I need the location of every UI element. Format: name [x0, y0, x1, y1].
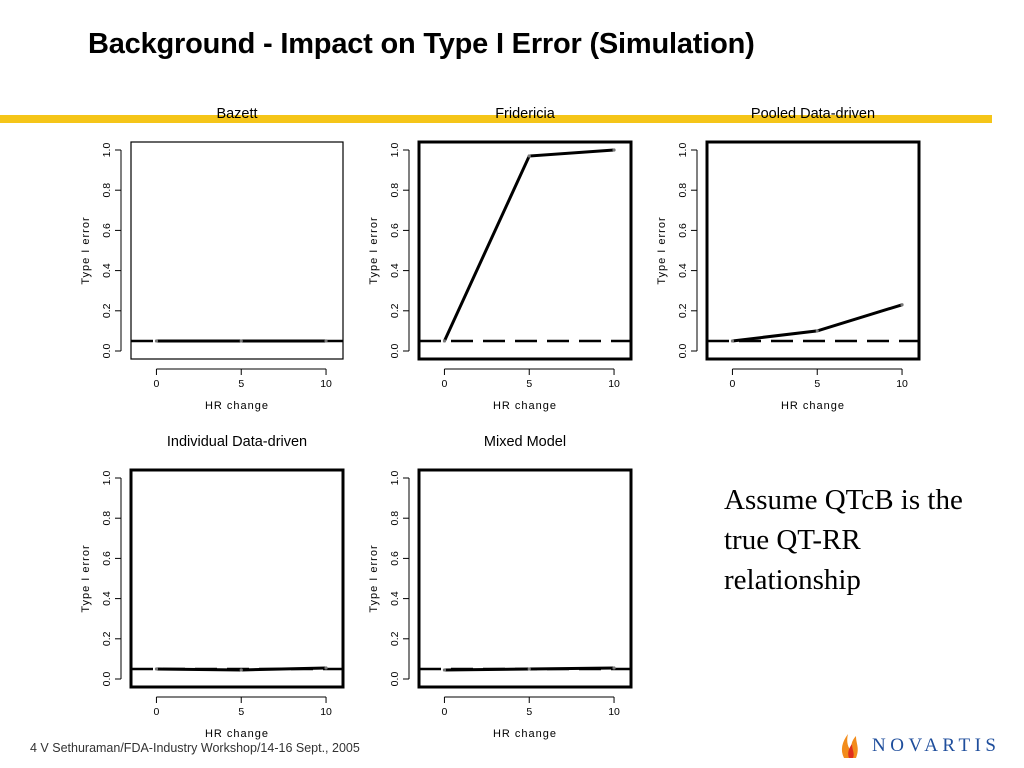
chart-title: Individual Data-driven [167, 434, 307, 450]
y-axis-label: Type I error [368, 544, 380, 612]
y-tick-label: 0.0 [389, 672, 401, 687]
logo-wordmark: NOVARTIS [872, 735, 1001, 756]
x-tick-label: 10 [608, 378, 620, 390]
chart-title: Bazett [216, 106, 257, 122]
y-tick-label: 0.4 [677, 263, 689, 278]
chart-title: Fridericia [495, 106, 556, 122]
x-tick-label: 5 [526, 378, 532, 390]
x-tick-label: 0 [442, 706, 448, 718]
x-axis-label: HR change [205, 728, 269, 740]
y-tick-label: 0.0 [677, 344, 689, 359]
x-tick-label: 0 [442, 378, 448, 390]
y-tick-label: 0.2 [101, 303, 113, 318]
y-tick-label: 0.6 [101, 551, 113, 566]
series-line [443, 148, 615, 342]
data-point [239, 339, 243, 343]
plot-frame [130, 141, 344, 360]
data-point [154, 667, 159, 671]
y-axis-label: Type I error [368, 216, 380, 284]
y-tick-label: 0.4 [101, 263, 113, 278]
y-tick-label: 1.0 [101, 471, 113, 486]
y-tick-label: 0.2 [677, 303, 689, 318]
plot-frame [417, 140, 633, 361]
x-tick-label: 0 [154, 378, 160, 390]
x-axis-label: HR change [493, 728, 557, 740]
y-tick-label: 0.4 [389, 263, 401, 278]
data-point [612, 148, 616, 152]
series-line [732, 303, 903, 343]
y-tick-label: 1.0 [389, 471, 401, 486]
y-tick-label: 0.6 [101, 223, 113, 238]
data-point [527, 667, 531, 671]
plot-frame [129, 468, 345, 689]
y-tick-label: 0.8 [677, 183, 689, 198]
data-point [442, 668, 447, 672]
y-tick-label: 0.6 [389, 223, 401, 238]
chart-panel: Mixed Model 0.0 0.2 0.4 0.6 0.8 1.0 Type I erro… [368, 434, 633, 740]
y-tick-label: 0.4 [389, 591, 401, 606]
data-point [730, 339, 735, 343]
y-tick-label: 0.6 [389, 551, 401, 566]
x-tick-label: 10 [896, 378, 908, 390]
y-tick-label: 1.0 [101, 143, 113, 158]
y-tick-label: 0.4 [101, 591, 113, 606]
chart-panel: Pooled Data-driven 0.0 0.2 0.4 0.6 0.8 1.0 Type… [656, 106, 921, 412]
data-point [527, 154, 531, 158]
data-point [900, 303, 904, 307]
y-tick-label: 0.2 [389, 303, 401, 318]
y-tick-label: 0.0 [101, 672, 113, 687]
data-point [239, 668, 243, 672]
x-axis-label: HR change [205, 400, 269, 412]
plot-frame [417, 468, 633, 689]
plot-frame [705, 140, 921, 361]
y-tick-label: 0.8 [101, 183, 113, 198]
y-tick-label: 0.8 [389, 183, 401, 198]
y-tick-label: 0.2 [389, 631, 401, 646]
footer-text: 4 V Sethuraman/FDA-Industry Workshop/14-… [30, 741, 360, 755]
chart-panel: Bazett 0.0 0.2 0.4 0.6 0.8 1.0 Type I error 0 5 10… [80, 106, 344, 412]
x-tick-label: 0 [730, 378, 736, 390]
data-point [442, 339, 447, 343]
y-tick-label: 1.0 [677, 143, 689, 158]
x-tick-label: 10 [320, 706, 332, 718]
x-axis-label: HR change [781, 400, 845, 412]
x-tick-label: 0 [154, 706, 160, 718]
slide-title: Background - Impact on Type I Error (Sim… [88, 28, 755, 60]
y-axis-label: Type I error [80, 544, 92, 612]
y-tick-label: 0.6 [677, 223, 689, 238]
y-tick-label: 0.0 [101, 344, 113, 359]
x-tick-label: 10 [320, 378, 332, 390]
novartis-logo: NOVARTIS [834, 728, 1004, 762]
y-tick-label: 0.2 [101, 631, 113, 646]
chart-panel: Fridericia 0.0 0.2 0.4 0.6 0.8 1.0 Type I error… [368, 106, 633, 412]
chart-title: Mixed Model [484, 434, 566, 450]
x-tick-label: 5 [238, 706, 244, 718]
chart-title: Pooled Data-driven [751, 106, 875, 122]
y-tick-label: 1.0 [389, 143, 401, 158]
x-tick-label: 5 [814, 378, 820, 390]
y-axis-label: Type I error [656, 216, 668, 284]
y-axis-label: Type I error [80, 216, 92, 284]
data-point [154, 339, 159, 343]
data-point [815, 329, 819, 333]
note-text: Assume QTcB is the true QT-RR relationsh… [724, 484, 963, 596]
data-point [324, 666, 328, 670]
y-tick-label: 0.8 [101, 511, 113, 526]
accent-bar [0, 115, 992, 123]
y-tick-label: 0.8 [389, 511, 401, 526]
x-tick-label: 5 [526, 706, 532, 718]
x-axis-label: HR change [493, 400, 557, 412]
x-tick-label: 10 [608, 706, 620, 718]
flame-icon [841, 734, 858, 758]
data-point [324, 339, 328, 343]
x-tick-label: 5 [238, 378, 244, 390]
chart-panel: Individual Data-driven 0.0 0.2 0.4 0.6 0.8 1.0… [80, 434, 345, 740]
y-tick-label: 0.0 [389, 344, 401, 359]
data-point [612, 666, 616, 670]
